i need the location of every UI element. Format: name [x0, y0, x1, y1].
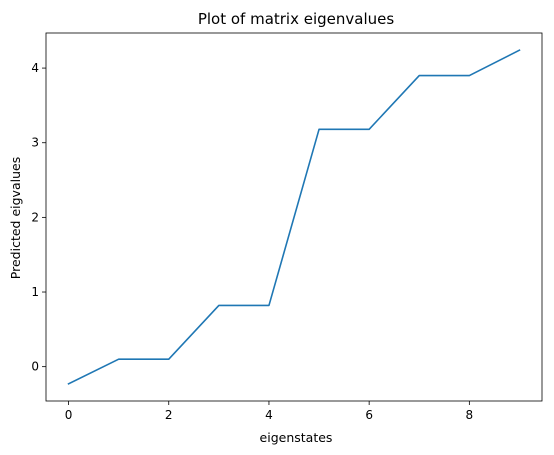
y-tick-label: 2 — [31, 210, 39, 224]
y-axis-label: Predicted eigvalues — [8, 157, 23, 279]
x-axis-label: eigenstates — [260, 430, 333, 445]
x-tick-label: 2 — [165, 408, 173, 422]
x-tick-label: 8 — [466, 408, 474, 422]
y-tick-label: 1 — [31, 285, 39, 299]
x-tick-label: 4 — [265, 408, 273, 422]
chart-title: Plot of matrix eigenvalues — [198, 10, 395, 28]
plot-area: 0 2 4 6 8 0 1 2 3 4 — [31, 32, 543, 422]
x-tick-label: 0 — [65, 408, 73, 422]
y-tick-label: 4 — [31, 61, 39, 75]
x-tick-label: 6 — [365, 408, 373, 422]
y-tick-label: 0 — [31, 360, 39, 374]
data-line — [67, 49, 521, 385]
y-tick-label: 3 — [31, 136, 39, 150]
